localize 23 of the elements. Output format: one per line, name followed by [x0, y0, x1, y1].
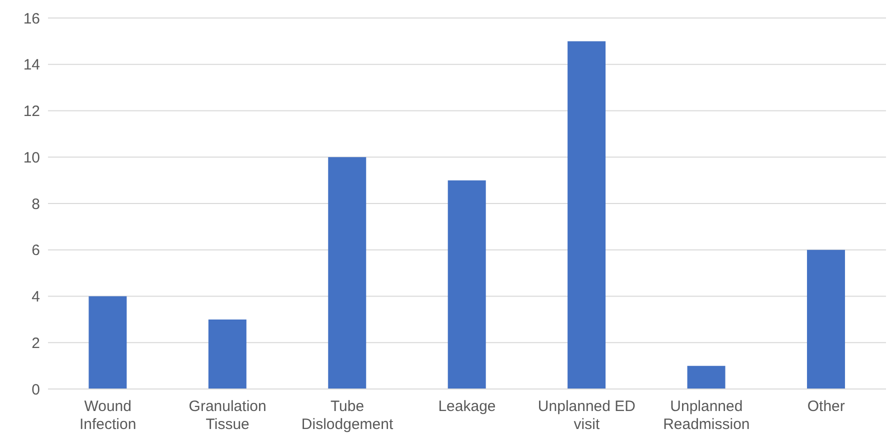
bar [88, 296, 127, 389]
x-tick-label: Unplanned Readmission [663, 398, 750, 433]
bar [328, 157, 366, 389]
y-tick-label: 0 [32, 381, 40, 398]
x-tick-label: Wound Infection [80, 398, 136, 433]
x-tick-label: Tube Dislodgement [301, 398, 394, 433]
bar [208, 319, 246, 389]
x-tick-label: Leakage [438, 398, 496, 415]
y-tick-label: 6 [32, 242, 40, 260]
y-tick-label: 10 [23, 149, 40, 166]
x-tick-label: Unplanned ED visit [538, 398, 636, 433]
bar [806, 250, 845, 389]
y-tick-label: 16 [23, 10, 40, 28]
bar [448, 180, 486, 389]
x-tick-label: Granulation Tissue [188, 398, 266, 433]
x-tick-label: Other [807, 398, 845, 415]
y-tick-label: 12 [23, 103, 40, 120]
y-tick-label: 4 [32, 288, 40, 306]
bar [568, 41, 606, 389]
y-tick-label: 8 [32, 196, 40, 213]
bar [687, 366, 726, 389]
y-tick-label: 2 [32, 334, 40, 352]
y-tick-label: 14 [23, 56, 40, 74]
